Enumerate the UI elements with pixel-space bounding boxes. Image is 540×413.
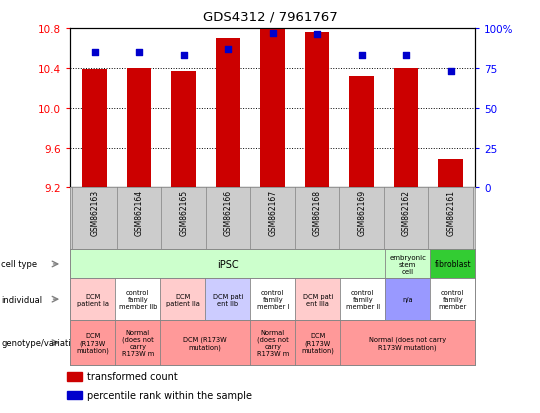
- Text: individual: individual: [1, 295, 43, 304]
- FancyBboxPatch shape: [340, 320, 475, 366]
- FancyBboxPatch shape: [250, 279, 295, 320]
- Point: [357, 52, 366, 59]
- Text: GSM862167: GSM862167: [268, 190, 277, 236]
- Text: DCM pati
ent IIb: DCM pati ent IIb: [213, 293, 243, 306]
- Bar: [216, 39, 240, 188]
- Text: DCM pati
ent IIIa: DCM pati ent IIIa: [302, 293, 333, 306]
- Text: control
family
member II: control family member II: [346, 290, 380, 309]
- FancyBboxPatch shape: [115, 279, 160, 320]
- Text: GSM862163: GSM862163: [90, 190, 99, 236]
- Point: [402, 52, 410, 59]
- Bar: [260, 30, 285, 188]
- Text: GSM862164: GSM862164: [134, 190, 144, 236]
- FancyBboxPatch shape: [115, 320, 160, 366]
- FancyBboxPatch shape: [385, 250, 430, 279]
- Text: DCM
(R173W
mutation): DCM (R173W mutation): [76, 332, 109, 353]
- Text: GSM862161: GSM862161: [446, 190, 455, 236]
- Text: control
family
member I: control family member I: [256, 290, 289, 309]
- Bar: [349, 77, 374, 188]
- Point: [313, 32, 321, 38]
- FancyBboxPatch shape: [160, 320, 250, 366]
- Text: DCM
(R173W
mutation): DCM (R173W mutation): [301, 332, 334, 353]
- Bar: [127, 69, 151, 188]
- Text: iPSC: iPSC: [217, 259, 239, 269]
- Bar: [67, 373, 82, 381]
- Bar: [83, 70, 107, 188]
- Text: DCM (R173W
mutation): DCM (R173W mutation): [184, 336, 227, 350]
- Text: GSM862165: GSM862165: [179, 190, 188, 236]
- Text: Normal
(does not
carry
R173W m: Normal (does not carry R173W m: [122, 329, 154, 356]
- FancyBboxPatch shape: [430, 279, 475, 320]
- Point: [268, 31, 277, 37]
- Point: [224, 46, 233, 53]
- Bar: [67, 391, 82, 399]
- Text: Normal (does not carry
R173W mutation): Normal (does not carry R173W mutation): [369, 336, 446, 350]
- FancyBboxPatch shape: [205, 279, 250, 320]
- FancyBboxPatch shape: [250, 320, 295, 366]
- Text: GSM862169: GSM862169: [357, 190, 366, 236]
- Bar: [305, 33, 329, 188]
- FancyBboxPatch shape: [385, 279, 430, 320]
- Bar: [394, 69, 418, 188]
- Point: [135, 50, 144, 56]
- Text: GDS4312 / 7961767: GDS4312 / 7961767: [202, 10, 338, 23]
- Text: GSM862166: GSM862166: [224, 190, 233, 236]
- Text: DCM
patient IIa: DCM patient IIa: [166, 293, 200, 306]
- Text: embryonic
stem
cell: embryonic stem cell: [389, 254, 426, 274]
- Text: n/a: n/a: [402, 297, 413, 302]
- Text: genotype/variation: genotype/variation: [1, 338, 82, 347]
- FancyBboxPatch shape: [70, 250, 385, 279]
- Point: [447, 69, 455, 75]
- Text: Normal
(does not
carry
R173W m: Normal (does not carry R173W m: [256, 329, 289, 356]
- FancyBboxPatch shape: [430, 250, 475, 279]
- Text: transformed count: transformed count: [87, 372, 178, 382]
- Text: DCM
patient Ia: DCM patient Ia: [77, 293, 109, 306]
- Text: control
family
member IIb: control family member IIb: [118, 290, 157, 309]
- Text: fibroblast: fibroblast: [434, 260, 471, 269]
- FancyBboxPatch shape: [295, 279, 340, 320]
- Text: cell type: cell type: [1, 260, 37, 269]
- Point: [179, 52, 188, 59]
- Text: GSM862162: GSM862162: [402, 190, 411, 236]
- Text: control
family
member: control family member: [438, 290, 467, 309]
- FancyBboxPatch shape: [295, 320, 340, 366]
- Point: [90, 50, 99, 56]
- Bar: [438, 160, 463, 188]
- FancyBboxPatch shape: [160, 279, 205, 320]
- FancyBboxPatch shape: [340, 279, 385, 320]
- FancyBboxPatch shape: [70, 279, 115, 320]
- Bar: [172, 71, 196, 188]
- Text: GSM862168: GSM862168: [313, 190, 322, 236]
- FancyBboxPatch shape: [70, 320, 115, 366]
- Text: percentile rank within the sample: percentile rank within the sample: [87, 390, 252, 400]
